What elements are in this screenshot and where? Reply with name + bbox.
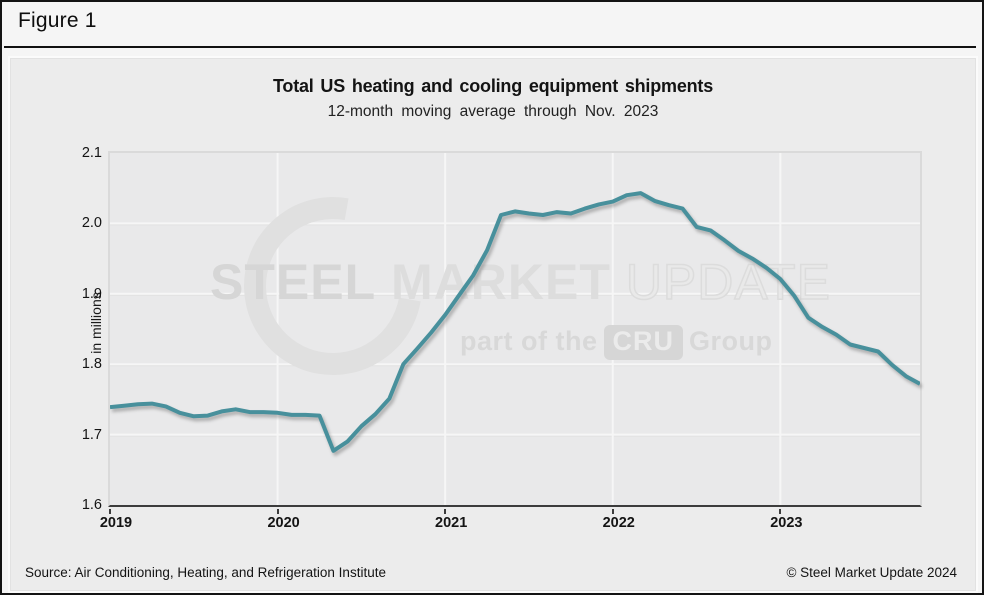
y-tick-label: 2.1: [81, 145, 102, 161]
x-tick-mark: [276, 509, 279, 514]
figure-label: Figure 1: [18, 9, 97, 32]
chart-subtitle: 12-month moving average through Nov. 202…: [327, 103, 659, 120]
y-tick-label: 1.9: [81, 285, 102, 302]
x-tick-label: 2020: [267, 515, 300, 531]
x-tick-mark: [444, 509, 447, 514]
y-tick-label: 1.6: [81, 497, 102, 513]
chart-panel: Total US heating and cooling equipment s…: [10, 58, 976, 591]
copyright-note: © Steel Market Update 2024: [786, 565, 957, 580]
x-tick-label: 2019: [99, 515, 133, 531]
gridlines-layer: [110, 153, 920, 505]
chart-title: Total US heating and cooling equipment s…: [272, 76, 714, 96]
x-tick-mark: [109, 509, 111, 514]
header-divider: [4, 46, 976, 48]
x-tick-label: 2023: [770, 515, 803, 531]
y-tick-label: 2.0: [81, 215, 102, 232]
y-tick-label: 1.8: [81, 356, 102, 373]
data-line-layer: [110, 191, 920, 453]
x-tick-label: 2022: [602, 515, 635, 531]
x-tick-mark: [611, 509, 614, 514]
x-tick-label: 2021: [435, 515, 468, 531]
x-tick-mark: [779, 509, 782, 514]
plot-area: STEEL MARKET UPDATE part of the CRU Group …: [82, 145, 922, 531]
y-tick-label: 1.7: [81, 426, 102, 443]
source-note: Source: Air Conditioning, Heating, and R…: [25, 565, 386, 580]
